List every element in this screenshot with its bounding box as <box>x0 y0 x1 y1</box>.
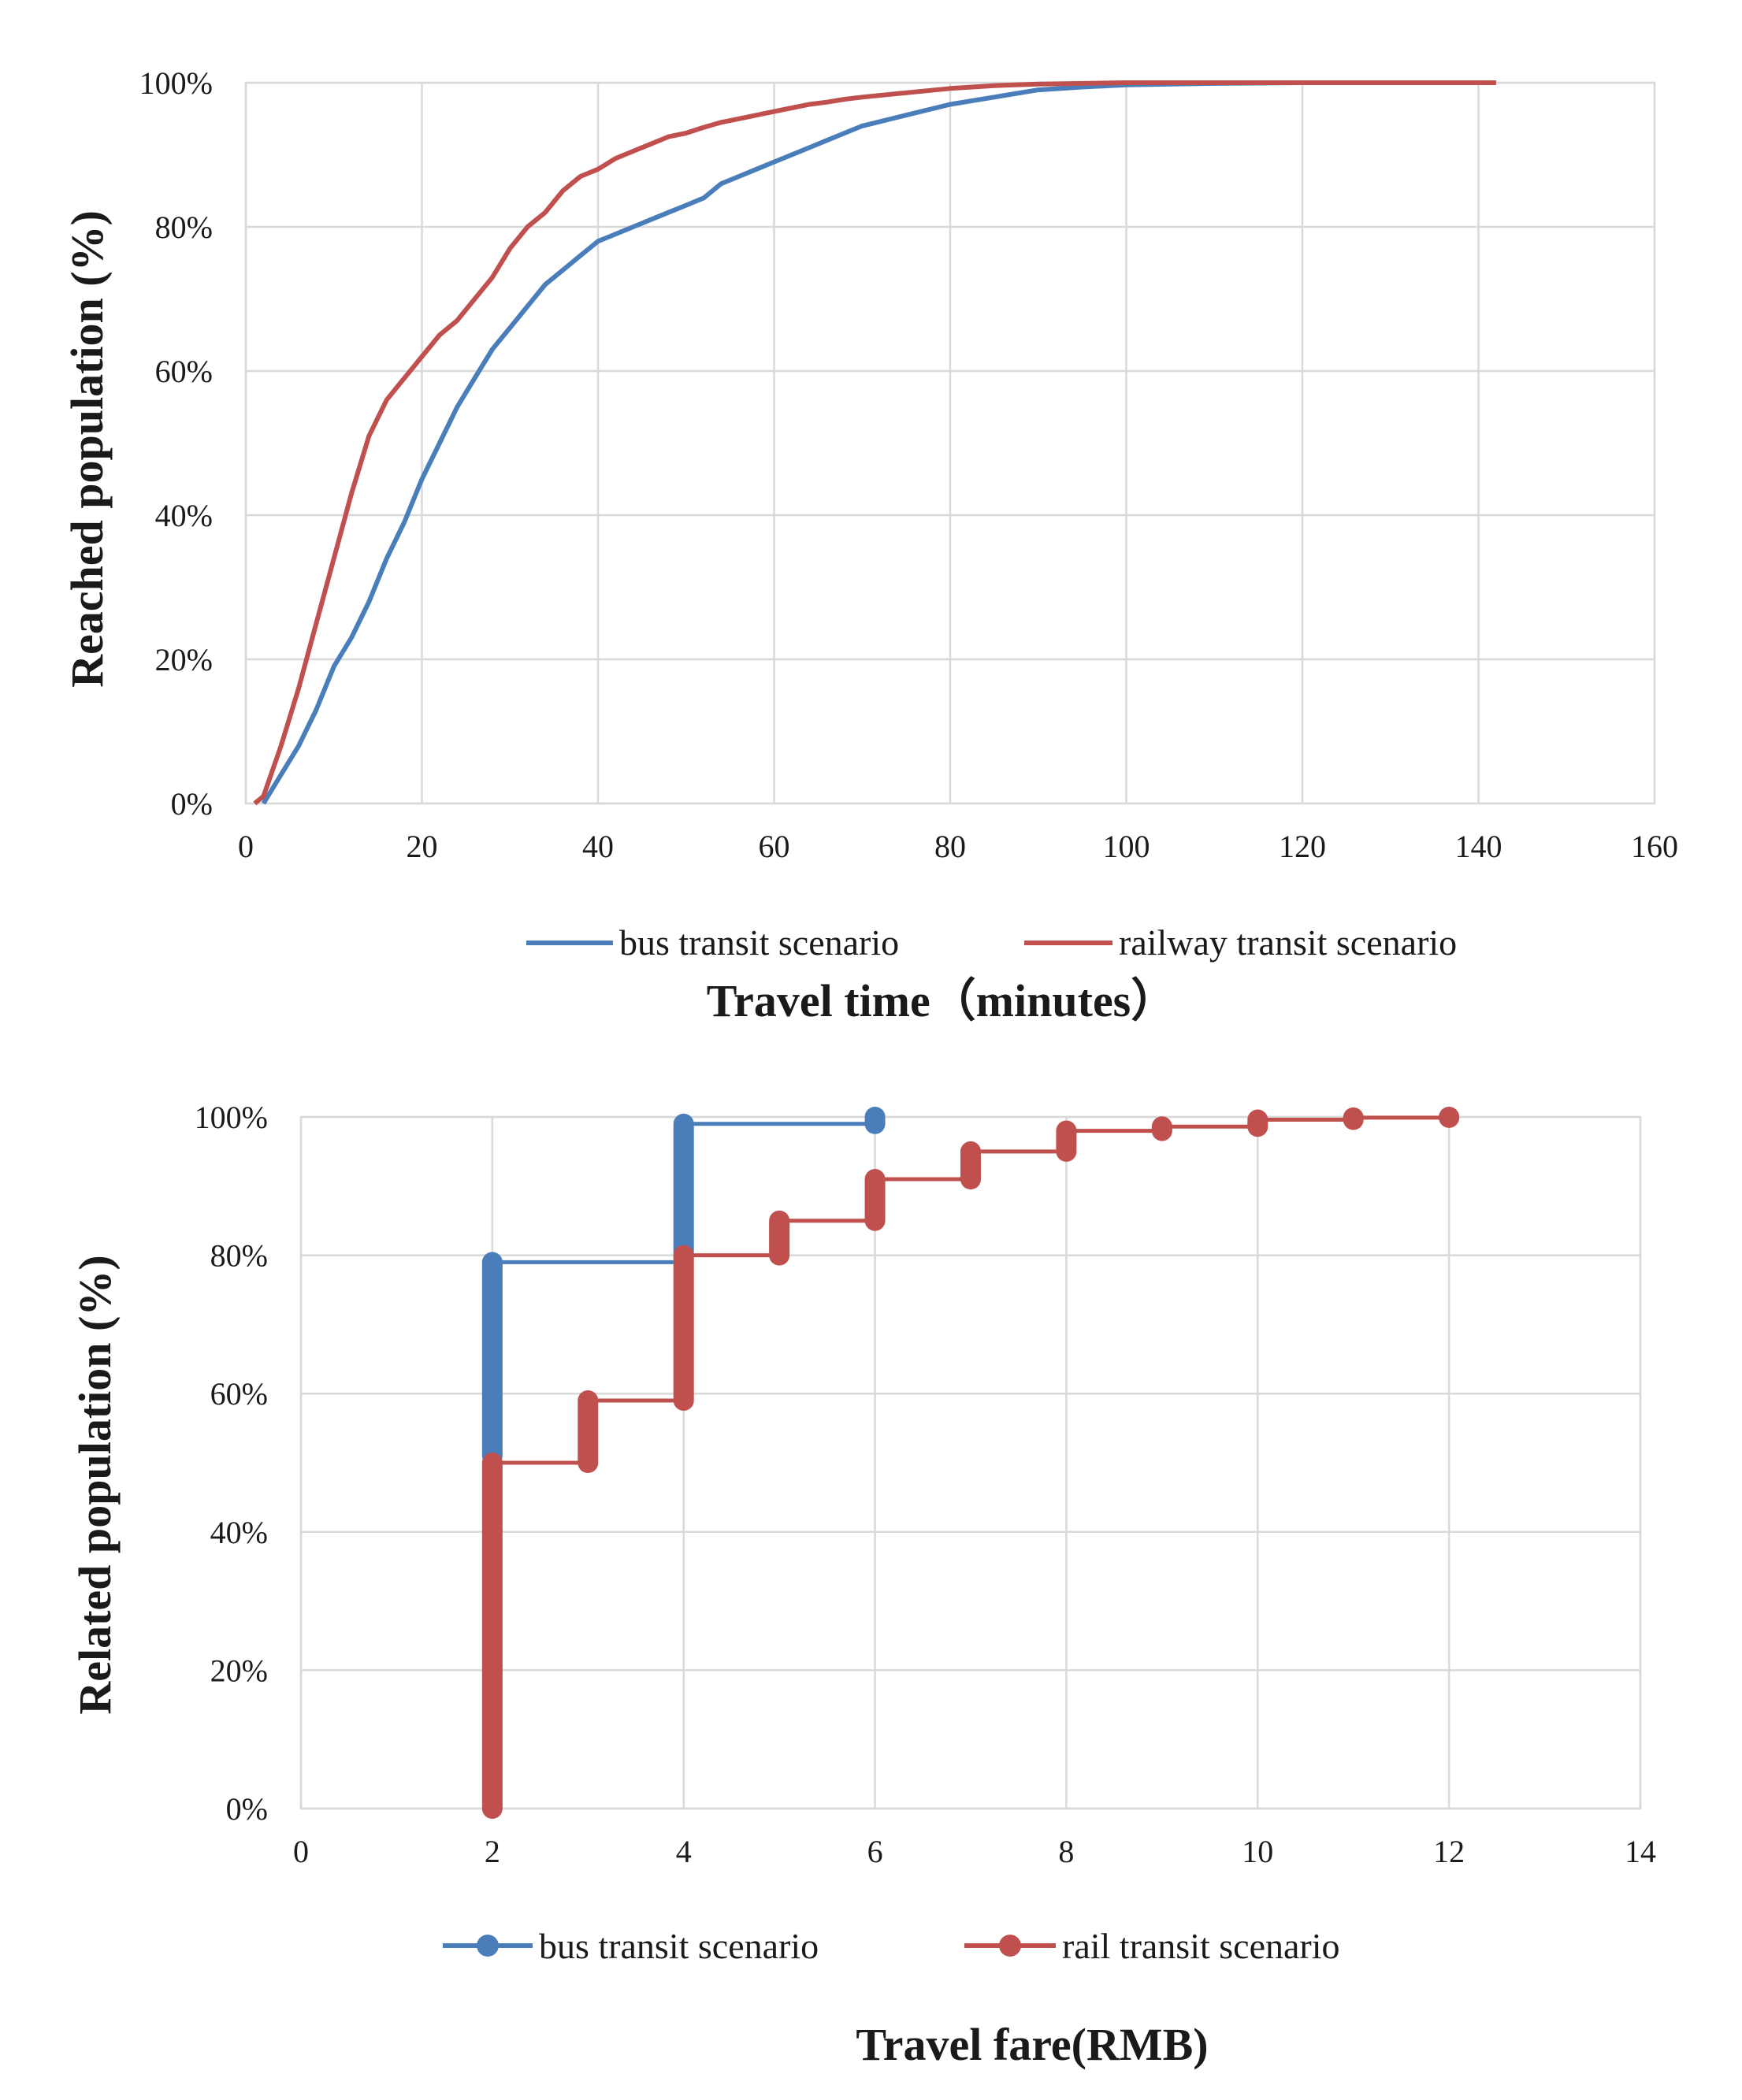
c2-y-tick-60pct: 60% <box>210 1376 268 1412</box>
chart1-gridlines <box>244 81 1656 805</box>
chart2-series <box>481 1107 1460 1819</box>
c1-series-bus <box>261 80 1496 805</box>
c2-x-tick-14: 14 <box>1625 1834 1656 1869</box>
c2-series-bus <box>481 1107 886 1467</box>
chart2-y-tick-labels: 0% 20% 40% 60% 80% 100% <box>195 1100 268 1827</box>
c1-x-tick-0: 0 <box>238 829 254 864</box>
c2-x-tick-4: 4 <box>676 1834 692 1869</box>
c2-x-tick-2: 2 <box>485 1834 500 1869</box>
c2-x-tick-10: 10 <box>1242 1834 1273 1869</box>
c1-y-tick-60pct: 60% <box>155 354 213 389</box>
chart2-x-tick-labels: 0 2 4 6 8 10 12 14 <box>293 1834 1656 1869</box>
c2-y-tick-40pct: 40% <box>210 1515 268 1550</box>
c1-x-tick-20: 20 <box>407 829 438 864</box>
c2-y-tick-80pct: 80% <box>210 1238 268 1274</box>
chart2-x-axis-title: Travel fare(RMB) <box>856 2019 1208 2070</box>
c1-x-tick-80: 80 <box>934 829 966 864</box>
c2-x-tick-6: 6 <box>867 1834 883 1869</box>
c1-y-tick-0pct: 0% <box>171 786 213 822</box>
chart1-legend: bus transit scenario railway transit sce… <box>526 922 1457 963</box>
c1-railway-line <box>253 80 1496 806</box>
chart2-legend-rail-marker <box>999 1935 1021 1957</box>
chart1-x-axis-title: Travel time（minutes） <box>707 975 1177 1026</box>
c2-y-tick-20pct: 20% <box>210 1653 268 1688</box>
chart1-legend-bus-label: bus transit scenario <box>619 922 899 963</box>
c1-bus-line <box>261 80 1496 805</box>
c1-x-tick-120: 120 <box>1279 829 1326 864</box>
chart1-x-tick-labels: 0 20 40 60 80 100 120 140 160 <box>238 829 1678 864</box>
c1-y-tick-100pct: 100% <box>139 65 213 101</box>
chart2-legend-bus-marker <box>477 1935 499 1957</box>
chart2-legend-rail-label: rail transit scenario <box>1062 1926 1340 1966</box>
chart2-y-axis-title: Related population (%) <box>69 1255 121 1714</box>
c2-y-tick-0pct: 0% <box>226 1791 268 1827</box>
c1-x-tick-140: 140 <box>1455 829 1502 864</box>
c2-x-tick-8: 8 <box>1058 1834 1074 1869</box>
c2-x-tick-12: 12 <box>1433 1834 1465 1869</box>
c1-x-tick-40: 40 <box>582 829 614 864</box>
c1-x-tick-160: 160 <box>1631 829 1678 864</box>
chart1-series <box>253 80 1496 806</box>
travel-time-chart: 0% 20% 40% 60% 80% 100% 0 20 40 60 80 100 120 140 160… <box>61 65 1678 1026</box>
c2-x-tick-0: 0 <box>293 1834 309 1869</box>
chart2-legend: bus transit scenario rail transit scenar… <box>443 1926 1340 1966</box>
c1-x-tick-60: 60 <box>759 829 790 864</box>
c2-series-rail <box>481 1107 1460 1819</box>
c1-y-tick-20pct: 20% <box>155 642 213 677</box>
c2-rail-step-line <box>490 1115 1451 1809</box>
chart1-y-axis-title: Reached population (%) <box>61 210 113 688</box>
chart1-y-tick-labels: 0% 20% 40% 60% 80% 100% <box>139 65 213 822</box>
c1-series-railway <box>253 80 1496 806</box>
c1-x-tick-100: 100 <box>1103 829 1150 864</box>
c2-y-tick-100pct: 100% <box>195 1100 268 1135</box>
c1-y-tick-80pct: 80% <box>155 210 213 245</box>
chart1-legend-rail-label: railway transit scenario <box>1119 922 1457 963</box>
travel-fare-chart: 0% 20% 40% 60% 80% 100% 0 2 4 6 8 10 12 14 Related p… <box>69 1100 1656 2070</box>
c1-y-tick-40pct: 40% <box>155 498 213 533</box>
chart2-legend-bus-label: bus transit scenario <box>539 1926 819 1966</box>
